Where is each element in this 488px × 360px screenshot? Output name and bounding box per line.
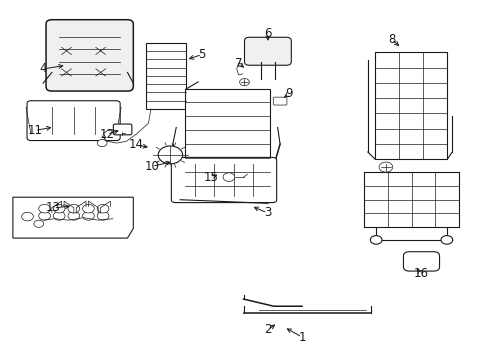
Circle shape [158, 146, 182, 164]
Text: 6: 6 [264, 27, 271, 40]
Polygon shape [13, 197, 133, 238]
Circle shape [39, 212, 50, 220]
FancyBboxPatch shape [403, 252, 439, 271]
Circle shape [97, 139, 107, 147]
Circle shape [97, 212, 109, 220]
Text: 12: 12 [99, 127, 114, 141]
Text: 4: 4 [40, 62, 47, 75]
FancyBboxPatch shape [171, 157, 276, 203]
Circle shape [378, 162, 392, 172]
Text: 2: 2 [264, 323, 271, 336]
Text: 10: 10 [144, 160, 159, 173]
Text: 8: 8 [387, 33, 395, 46]
Circle shape [440, 235, 452, 244]
Bar [363, 172, 458, 227]
Text: 3: 3 [263, 207, 270, 220]
Text: 11: 11 [27, 124, 42, 137]
Circle shape [369, 235, 381, 244]
Bar [146, 42, 185, 109]
Circle shape [68, 212, 80, 220]
Circle shape [97, 204, 109, 213]
Bar [374, 52, 447, 159]
Circle shape [34, 220, 43, 227]
Circle shape [223, 173, 234, 181]
FancyBboxPatch shape [27, 101, 120, 140]
FancyBboxPatch shape [273, 97, 286, 105]
Text: 13: 13 [46, 202, 61, 215]
Text: 7: 7 [234, 57, 242, 69]
Circle shape [39, 204, 50, 213]
FancyBboxPatch shape [113, 124, 132, 135]
FancyBboxPatch shape [244, 37, 291, 65]
Circle shape [82, 204, 94, 213]
Text: 5: 5 [198, 48, 205, 61]
Circle shape [239, 78, 249, 86]
Text: 14: 14 [128, 138, 143, 151]
Circle shape [53, 212, 65, 220]
Circle shape [53, 204, 65, 213]
Text: 15: 15 [203, 171, 218, 184]
Text: 1: 1 [298, 330, 305, 343]
Circle shape [82, 212, 94, 220]
Circle shape [68, 204, 80, 213]
Text: 16: 16 [413, 267, 427, 280]
FancyBboxPatch shape [46, 20, 133, 91]
Circle shape [21, 212, 33, 221]
Bar [184, 89, 270, 200]
Text: 9: 9 [285, 87, 292, 100]
